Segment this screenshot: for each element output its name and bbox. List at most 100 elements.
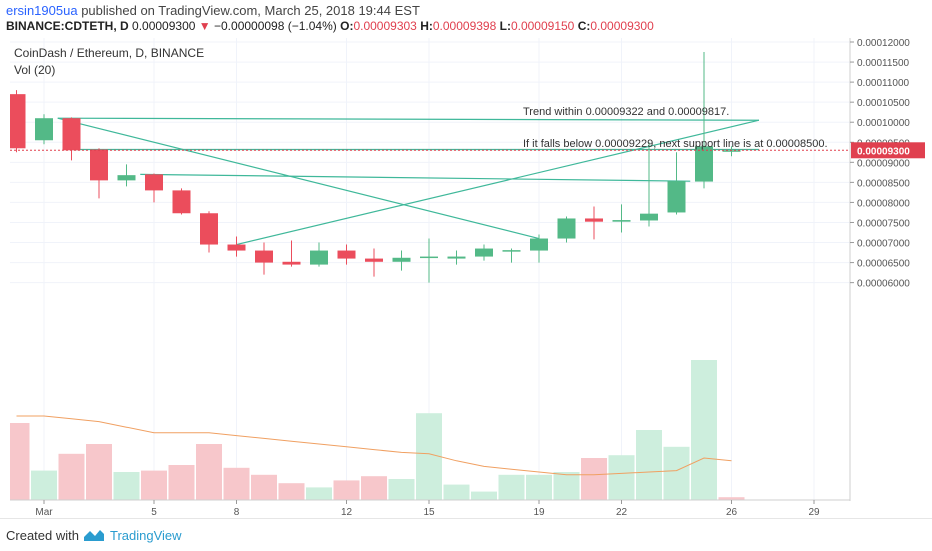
y-tick-label: 0.00008000 [857, 198, 910, 209]
tradingview-brand[interactable]: TradingView [110, 528, 182, 543]
volume-bar [498, 474, 525, 500]
candle-body [7, 94, 26, 149]
close-value: 0.00009300 [590, 19, 654, 33]
volume-bar [58, 453, 85, 500]
candle-body [585, 218, 603, 222]
x-tick-label: 5 [151, 507, 157, 518]
candle-body [365, 258, 383, 262]
publish-line: ersin1905ua published on TradingView.com… [6, 3, 420, 18]
volume-bar [663, 446, 690, 500]
x-tick-label: 29 [808, 507, 820, 518]
x-tick-label: 15 [423, 507, 435, 518]
x-tick-label: Mar [35, 507, 53, 518]
annotation-trend: Trend within 0.00009322 and 0.00009817. [523, 106, 729, 118]
y-tick-label: 0.00007000 [857, 239, 910, 250]
candle-body [722, 150, 741, 152]
created-with-label: Created with [6, 528, 79, 543]
y-tick-label: 0.00010000 [857, 118, 910, 129]
candle-body [145, 174, 163, 191]
x-tick-label: 8 [234, 507, 240, 518]
candle-body [530, 238, 548, 251]
candlestick-chart[interactable]: 0.00012000 0.00011500 0.00011000 0.00010500… [3, 38, 932, 518]
candle-body [667, 181, 686, 213]
candle-body [310, 250, 328, 265]
chart-area[interactable]: 0.00012000 0.00011500 0.00011000 0.00010500… [3, 38, 932, 518]
volume-bar [636, 430, 662, 500]
volume-bar [361, 476, 387, 500]
tradingview-logo-icon[interactable] [82, 527, 106, 543]
author-link[interactable]: ersin1905ua [6, 3, 78, 18]
open-label: O: [340, 19, 354, 33]
low-label: L: [499, 19, 511, 33]
trend-line [57, 117, 540, 240]
chart-header: ersin1905ua published on TradingView.com… [0, 0, 932, 38]
candle-body [475, 248, 493, 257]
publish-info: published on TradingView.com, March 25, … [81, 3, 420, 18]
y-tick-label: 0.00007500 [857, 218, 910, 229]
candle-body [392, 257, 411, 262]
last-price: 0.00009300 [132, 19, 196, 33]
candle-body [35, 118, 53, 141]
price-change: −0.00000098 (−1.04%) [214, 19, 337, 33]
high-label: H: [420, 19, 433, 33]
candle-body [640, 213, 658, 221]
high-value: 0.00009398 [432, 19, 497, 33]
annotation-support: If it falls below 0.00009229, next suppo… [523, 138, 828, 150]
y-tick-label: 0.00011500 [857, 58, 910, 69]
volume-bar [168, 465, 195, 500]
volume-bar [3, 423, 30, 500]
volume-bar [581, 458, 607, 500]
y-tick-label: 0.00006500 [857, 259, 910, 270]
candle-body [255, 250, 273, 263]
candle-body [695, 146, 713, 182]
low-value: 0.00009150 [510, 19, 575, 33]
volume-bar [306, 487, 332, 500]
ohlc-line: BINANCE:CDTETH, D 0.00009300 ▼ −0.000000… [6, 19, 654, 33]
volume-bar [251, 474, 277, 500]
volume-label: Vol (20) [14, 63, 55, 77]
last-price-badge-label: 0.00009300 [857, 146, 910, 157]
last-price-badge [851, 142, 925, 159]
volume-bar [113, 472, 140, 500]
volume-bar [526, 474, 552, 500]
volume-bar [141, 470, 167, 500]
volume-ma-line [16, 415, 732, 476]
candle-body [117, 175, 136, 181]
candle-body [172, 190, 191, 214]
candle-body [200, 213, 218, 245]
candle-body [612, 220, 631, 222]
trend-line [57, 117, 760, 121]
candle-body [420, 256, 438, 259]
candle-body [62, 118, 81, 151]
y-tick-label: 0.00012000 [857, 38, 910, 49]
volume-bar [471, 491, 497, 500]
trend-line [236, 119, 760, 246]
x-tick-label: 12 [341, 507, 353, 518]
open-value: 0.00009303 [353, 19, 417, 33]
candle-body [557, 218, 576, 239]
x-tick-label: 26 [726, 507, 738, 518]
volume-bar [31, 470, 57, 500]
y-tick-label: 0.00008500 [857, 178, 910, 189]
volume-bar [223, 467, 250, 500]
volume-bar [196, 444, 222, 500]
volume-bar [416, 413, 442, 500]
volume-bar [718, 497, 745, 500]
y-tick-label: 0.00006000 [857, 279, 910, 290]
down-arrow-icon: ▼ [198, 19, 211, 33]
volume-bar [278, 483, 305, 500]
candle-body [282, 261, 301, 265]
volume-bar [388, 479, 415, 500]
symbol-label: BINANCE:CDTETH, D [6, 19, 129, 33]
close-label: C: [577, 19, 591, 33]
y-tick-label: 0.00009000 [857, 158, 910, 169]
candle-body [337, 250, 356, 259]
y-tick-label: 0.00011000 [857, 78, 910, 89]
trend-line [140, 173, 691, 182]
x-tick-label: 22 [616, 507, 628, 518]
footer: Created with TradingView [0, 518, 932, 551]
candle-body [447, 256, 466, 259]
y-tick-label: 0.00010500 [857, 98, 910, 109]
volume-bar [608, 455, 635, 500]
volume-bar [691, 360, 717, 500]
